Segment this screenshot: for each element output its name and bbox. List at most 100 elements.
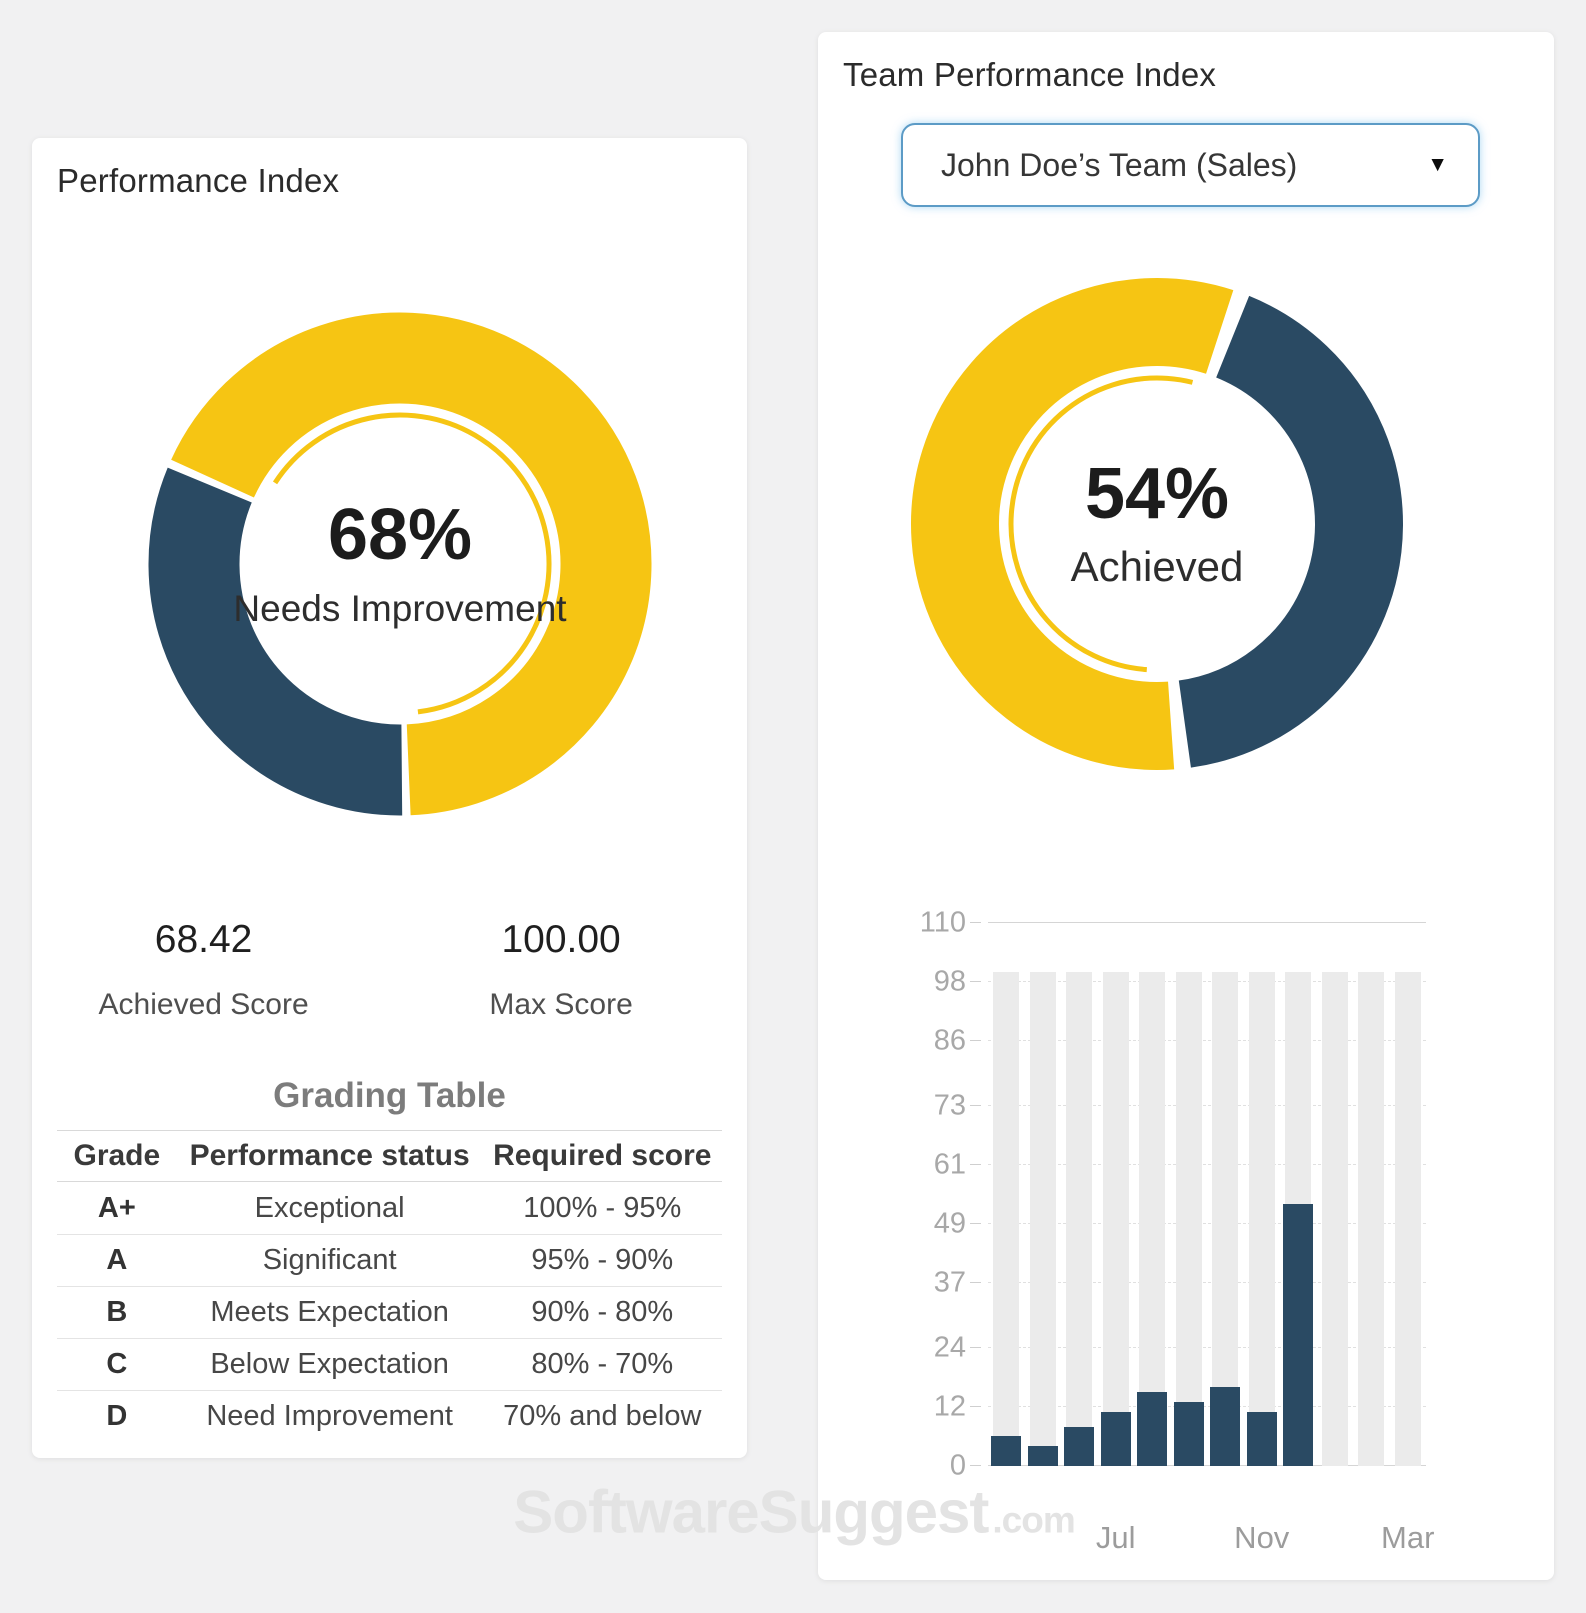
max-score-value: 100.00 [501, 918, 621, 961]
score-cell: 100% - 95% [523, 1191, 682, 1224]
gridline [988, 1040, 1426, 1042]
donut-segment-remaining [148, 312, 652, 816]
status-cell: Need Improvement [206, 1400, 453, 1432]
performance-donut-svg [148, 312, 652, 816]
score-cell: 80% - 70% [531, 1348, 674, 1380]
grade-cell: D [106, 1400, 128, 1432]
bar-jul [1100, 1411, 1131, 1466]
column-background [1212, 972, 1239, 1466]
max-score-block: 100.00 Max Score [375, 918, 747, 1022]
header-grade: Grade [73, 1139, 161, 1172]
grade-cell: C [106, 1348, 128, 1380]
bar-column-feb [1353, 923, 1390, 1466]
y-tick [970, 1405, 981, 1407]
bar-dec [1283, 1204, 1314, 1466]
page-title-performance-index: Performance Index [57, 162, 340, 199]
bar-column-oct [1207, 923, 1244, 1466]
bar-jun [1064, 1426, 1095, 1466]
y-tick [970, 922, 981, 923]
page-title-team-performance-index: Team Performance Index [843, 56, 1217, 93]
gridline [988, 1163, 1426, 1165]
donut-inner-arc [248, 412, 552, 716]
status-cell: Below Expectation [210, 1348, 449, 1380]
team-performance-index-card: Team Performance Index John Doe’s Team (… [818, 32, 1554, 1580]
bar-column-jun [1061, 923, 1098, 1466]
header-required-score: Required score [493, 1139, 712, 1172]
performance-index-card: Performance Index 68% Needs Improvement … [32, 138, 747, 1458]
table-row: B Meets Expectation 90% - 80% [57, 1286, 722, 1338]
grading-table-body: A+ Exceptional 100% - 95% A Significant 95% -… [57, 1182, 722, 1442]
bar-column-aug [1134, 923, 1171, 1466]
grading-table-header: Grade Performance status Required score [57, 1130, 722, 1182]
score-summary: 68.42 Achieved Score 100.00 Max Score [32, 918, 747, 1022]
x-axis-label: Nov [1234, 1520, 1290, 1555]
status-cell: Meets Expectation [210, 1296, 449, 1328]
header-performance-status: Performance status [189, 1139, 470, 1172]
score-cell: 95% - 90% [531, 1244, 674, 1276]
y-tick [970, 1163, 981, 1165]
bar-chart-y-axis: 0 12 24 37 49 61 73 86 98 110 [878, 907, 976, 1482]
x-axis-label: Jul [1095, 1520, 1136, 1555]
y-axis-label: 73 [933, 1089, 966, 1122]
y-axis-label: 12 [933, 1390, 966, 1423]
column-background [1321, 972, 1348, 1466]
team-selector[interactable]: John Doe’s Team (Sales) ▼ [901, 123, 1480, 207]
table-row: A Significant 95% - 90% [57, 1234, 722, 1286]
status-cell: Significant [262, 1244, 397, 1276]
performance-donut-chart: 68% Needs Improvement [140, 304, 660, 824]
y-axis-label: 98 [933, 965, 966, 998]
gridline [988, 1405, 1426, 1407]
team-donut-svg [911, 278, 1403, 770]
donut-inner-arc [1008, 375, 1306, 673]
bar-column-jul [1098, 923, 1135, 1466]
grading-table-heading: Grading Table [273, 1076, 506, 1115]
score-cell: 70% and below [503, 1400, 702, 1432]
column-background [1102, 972, 1129, 1466]
y-axis-label: 86 [933, 1024, 966, 1057]
y-tick [970, 1223, 981, 1225]
bar-aug [1137, 1391, 1168, 1466]
grade-cell: A+ [97, 1191, 136, 1224]
column-background [993, 972, 1020, 1466]
y-tick [970, 1465, 981, 1466]
score-cell: 90% - 80% [531, 1296, 674, 1328]
bar-sep [1173, 1401, 1204, 1466]
y-axis-label: 37 [933, 1266, 966, 1299]
bar-column-may [1025, 923, 1062, 1466]
team-donut-chart: 54% Achieved [907, 274, 1407, 774]
status-cell: Exceptional [254, 1191, 405, 1224]
y-tick [970, 1104, 981, 1106]
y-tick [970, 981, 981, 983]
bar-column-sep [1171, 923, 1208, 1466]
grade-cell: A [106, 1244, 128, 1276]
bar-apr [991, 1436, 1022, 1466]
y-axis-label: 61 [933, 1148, 966, 1181]
bar-nov [1246, 1411, 1277, 1466]
column-background [1248, 972, 1275, 1466]
bar-column-jan [1317, 923, 1354, 1466]
table-row: C Below Expectation 80% - 70% [57, 1338, 722, 1390]
gridline [988, 1346, 1426, 1348]
achieved-score-label: Achieved Score [98, 988, 309, 1021]
grading-table: Grade Performance status Required score … [57, 1130, 722, 1442]
y-axis-label: 24 [933, 1331, 966, 1364]
column-background [1139, 972, 1166, 1466]
column-background [1394, 972, 1421, 1466]
gridline [988, 981, 1426, 983]
bar-chart-plot-area [970, 922, 1426, 1466]
column-background [1066, 972, 1093, 1466]
y-axis-label: 0 [949, 1449, 966, 1482]
bar-column-dec [1280, 923, 1317, 1466]
y-tick [970, 1282, 981, 1284]
bar-oct [1210, 1387, 1241, 1466]
achieved-score-value: 68.42 [154, 918, 253, 961]
y-tick [970, 1040, 981, 1042]
gridline [988, 1223, 1426, 1225]
gridline [988, 1104, 1426, 1106]
bar-column-apr [988, 923, 1025, 1466]
donut-segment-achieved [148, 312, 652, 816]
bar-chart-x-axis: Jul Nov Mar [988, 1520, 1435, 1564]
gridline [988, 1282, 1426, 1284]
donut-segment-remaining [911, 278, 1403, 770]
grade-cell: B [106, 1296, 128, 1328]
